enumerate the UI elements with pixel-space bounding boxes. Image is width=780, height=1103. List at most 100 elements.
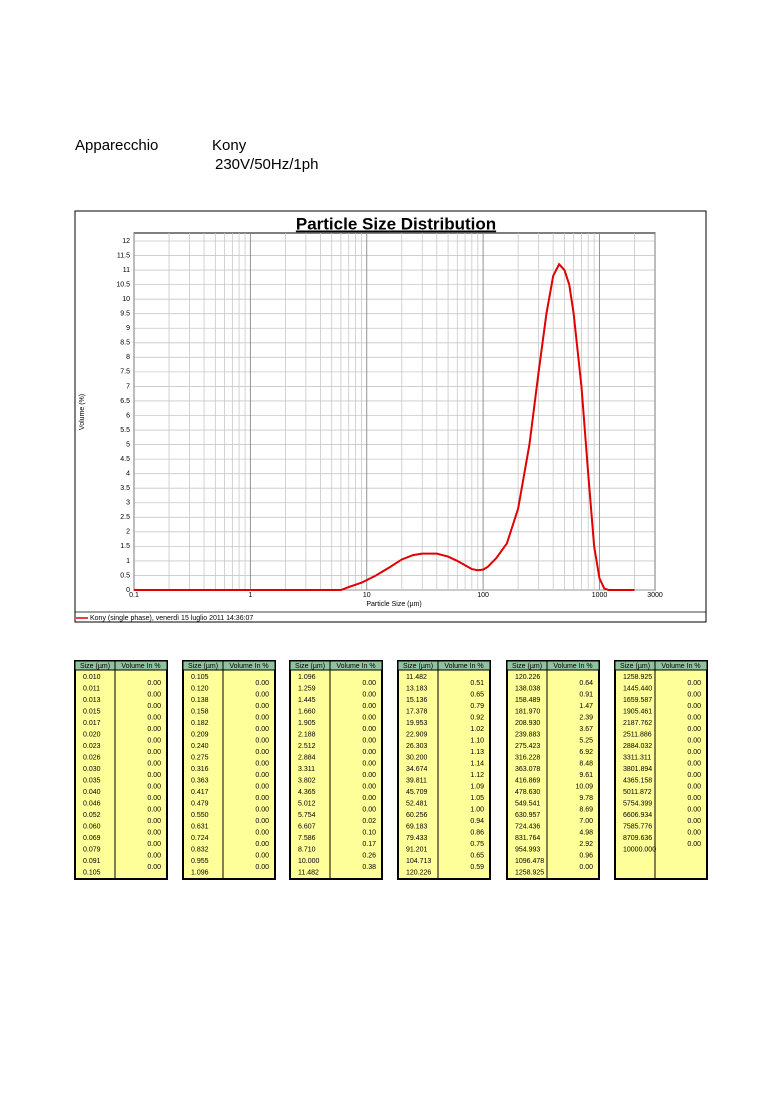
size-cell: 104.713 <box>406 858 431 865</box>
x-tick-label: 10 <box>363 592 371 599</box>
table-header <box>74 660 168 671</box>
volume-cell: 1.10 <box>470 737 484 744</box>
size-cell: 3801.894 <box>623 766 652 773</box>
volume-cell: 0.51 <box>470 680 484 687</box>
volume-cell: 0.65 <box>470 852 484 859</box>
size-cell: 1659.587 <box>623 697 652 704</box>
volume-cell: 0.00 <box>362 772 376 779</box>
volume-cell: 0.00 <box>687 795 701 802</box>
volume-cell: 0.79 <box>470 703 484 710</box>
volume-cell: 1.00 <box>470 806 484 813</box>
y-axis-label: Volume (%) <box>79 394 86 430</box>
y-tick-label: 1.5 <box>120 543 130 550</box>
table-header <box>614 660 708 671</box>
y-tick-label: 6 <box>126 412 130 419</box>
volume-cell: 0.00 <box>147 772 161 779</box>
size-cell: 120.226 <box>515 674 540 681</box>
volume-cell: 3.67 <box>579 726 593 733</box>
size-cell: 0.013 <box>83 697 101 704</box>
table-body <box>289 660 383 880</box>
header-cell: Volume In % <box>444 663 483 670</box>
y-tick-label: 4 <box>126 471 130 478</box>
size-cell: 0.363 <box>191 777 209 784</box>
volume-cell: 0.00 <box>687 760 701 767</box>
y-tick-label: 10 <box>122 296 130 303</box>
size-cell: 5.754 <box>298 812 316 819</box>
header-cell: Size (µm) <box>188 663 218 670</box>
volume-cell: 0.00 <box>147 818 161 825</box>
table-header <box>289 660 383 671</box>
volume-cell: 0.00 <box>147 852 161 859</box>
volume-cell: 0.00 <box>362 783 376 790</box>
y-tick-label: 8 <box>126 354 130 361</box>
volume-cell: 0.00 <box>255 737 269 744</box>
x-tick-label: 100 <box>477 592 489 599</box>
size-cell: 316.228 <box>515 754 540 761</box>
size-cell: 239.883 <box>515 731 540 738</box>
table-header <box>397 660 491 671</box>
size-cell: 26.303 <box>406 743 428 750</box>
size-cell: 6606.934 <box>623 812 652 819</box>
size-cell: 954.993 <box>515 846 540 853</box>
y-tick-label: 4.5 <box>120 456 130 463</box>
x-axis-label: Particle Size (µm) <box>366 601 421 608</box>
size-cell: 0.158 <box>191 708 209 715</box>
volume-cell: 0.75 <box>470 841 484 848</box>
volume-cell: 0.00 <box>687 680 701 687</box>
size-cell: 0.550 <box>191 812 209 819</box>
volume-cell: 0.00 <box>255 841 269 848</box>
size-cell: 138.038 <box>515 685 540 692</box>
volume-cell: 0.10 <box>362 829 376 836</box>
volume-cell: 0.00 <box>687 841 701 848</box>
y-tick-label: 1 <box>126 558 130 565</box>
size-cell: 0.417 <box>191 789 209 796</box>
volume-cell: 0.00 <box>147 783 161 790</box>
volume-cell: 1.09 <box>470 783 484 790</box>
volume-cell: 0.00 <box>147 737 161 744</box>
size-cell: 6.607 <box>298 823 316 830</box>
volume-cell: 0.38 <box>362 864 376 871</box>
size-cell: 10.000 <box>298 858 320 865</box>
y-tick-label: 12 <box>122 238 130 245</box>
size-cell: 7585.776 <box>623 823 652 830</box>
volume-cell: 0.00 <box>579 864 593 871</box>
size-cell: 0.631 <box>191 823 209 830</box>
volume-cell: 0.00 <box>687 737 701 744</box>
size-cell: 630.957 <box>515 812 540 819</box>
size-cell: 0.030 <box>83 766 101 773</box>
size-cell: 11.482 <box>406 674 427 681</box>
volume-cell: 9.61 <box>579 772 593 779</box>
size-cell: 5011.872 <box>623 789 652 796</box>
size-cell: 0.060 <box>83 823 101 830</box>
x-tick-label: 0.1 <box>129 592 139 599</box>
volume-cell: 0.00 <box>687 726 701 733</box>
volume-cell: 1.13 <box>470 749 484 756</box>
volume-cell: 0.00 <box>255 829 269 836</box>
volume-cell: 0.00 <box>147 829 161 836</box>
plot-area <box>133 232 656 591</box>
volume-cell: 0.00 <box>687 818 701 825</box>
header-cell: Volume In % <box>553 663 592 670</box>
size-cell: 363.078 <box>515 766 540 773</box>
size-cell: 30.200 <box>406 754 428 761</box>
size-cell: 1096.478 <box>515 858 544 865</box>
size-cell: 2.512 <box>298 743 316 750</box>
size-cell: 34.674 <box>406 766 428 773</box>
size-cell: 0.275 <box>191 754 209 761</box>
size-cell: 0.955 <box>191 858 209 865</box>
size-cell: 724.436 <box>515 823 540 830</box>
volume-cell: 9.78 <box>579 795 593 802</box>
volume-cell: 0.64 <box>579 680 593 687</box>
y-tick-label: 11 <box>123 267 130 274</box>
volume-cell: 0.00 <box>362 726 376 733</box>
volume-cell: 0.00 <box>687 714 701 721</box>
volume-cell: 0.00 <box>687 772 701 779</box>
legend-label: Kony (single phase), venerdì 15 luglio 2… <box>90 615 253 622</box>
size-cell: 549.541 <box>515 800 540 807</box>
volume-cell: 0.00 <box>147 726 161 733</box>
size-cell: 1.660 <box>298 708 316 715</box>
volume-cell: 0.00 <box>362 680 376 687</box>
size-cell: 120.226 <box>406 869 431 876</box>
volume-cell: 0.00 <box>147 864 161 871</box>
